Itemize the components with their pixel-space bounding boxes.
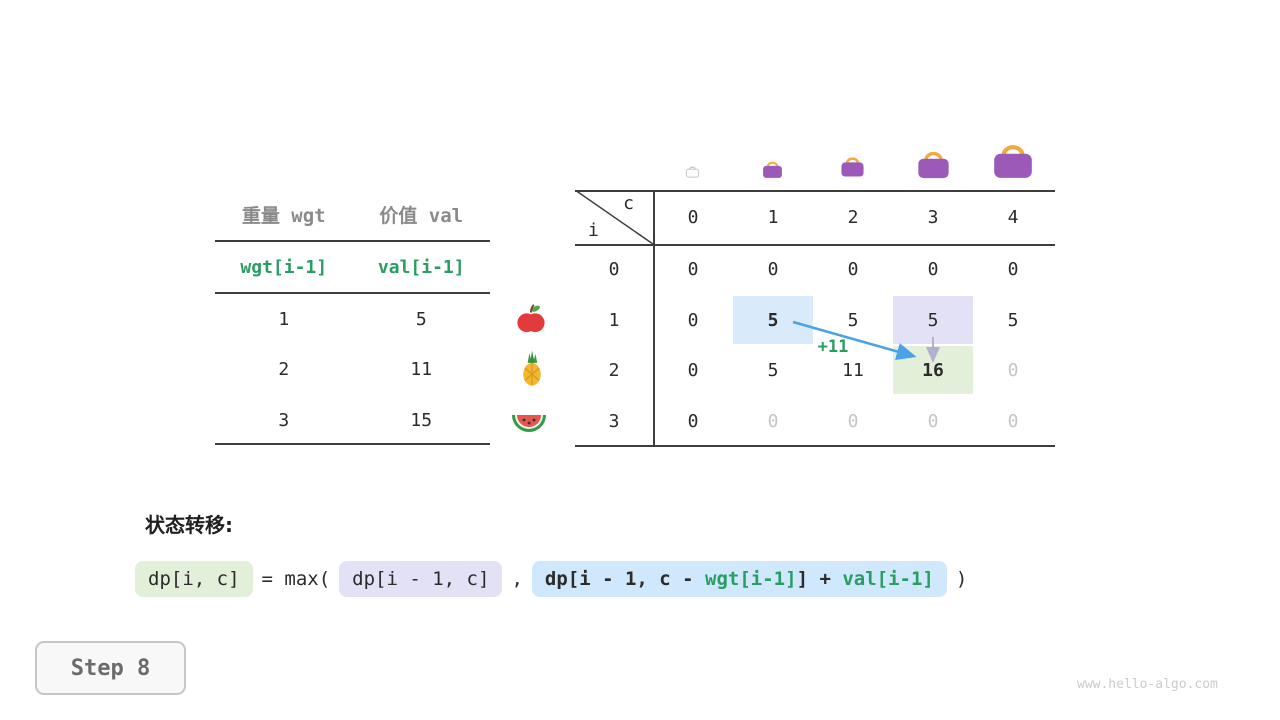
transition-formula: dp[i, c] = max( dp[i - 1, c] , dp[i - 1,… xyxy=(135,561,967,597)
dp-header-divider xyxy=(575,244,1055,246)
dp-cell: 0 xyxy=(767,258,779,280)
formula-arg2-val: val[i-1] xyxy=(842,568,934,590)
highlight-cell-source xyxy=(733,296,813,344)
dp-cell: 5 xyxy=(847,309,859,331)
items-table: 重量 wgt 价值 val wgt[i-1] val[i-1] 1 5 2 11… xyxy=(215,188,490,447)
item-wgt: 1 xyxy=(278,308,290,330)
step-indicator: Step 8 xyxy=(35,641,186,695)
formula-arg1: dp[i - 1, c] xyxy=(339,561,503,597)
corner-row-label: i xyxy=(588,220,599,241)
item-val: 11 xyxy=(410,359,433,380)
bag-medium-icon xyxy=(841,157,864,177)
dp-cell: 0 xyxy=(927,410,939,432)
arrow-source-to-current xyxy=(792,320,917,360)
dp-cell: 0 xyxy=(927,258,939,280)
formula-comma: , xyxy=(511,568,523,590)
items-data-row: 3 15 xyxy=(215,395,490,445)
dp-cell: 0 xyxy=(687,359,699,381)
transition-arrows xyxy=(792,320,940,363)
formula-arg2-prefix: dp[i - 1, c - xyxy=(544,568,706,590)
dp-cell: 0 xyxy=(767,410,779,432)
items-header-row: 重量 wgt 价值 val xyxy=(215,188,490,240)
formula-arg2-wgt: wgt[i-1] xyxy=(705,568,797,590)
formula-lhs: dp[i, c] xyxy=(135,561,253,597)
formula-close-paren: ) xyxy=(955,568,968,590)
step-label: Step 8 xyxy=(70,655,151,681)
items-divider-bottom xyxy=(215,443,490,445)
items-data-row: 1 5 xyxy=(215,294,490,344)
dp-row-header: 2 xyxy=(608,359,620,381)
dp-cell: 5 xyxy=(767,359,779,381)
dp-col-header: 4 xyxy=(1007,206,1019,228)
plus-value-annotation: +11 xyxy=(817,337,849,357)
dp-cell: 0 xyxy=(1007,258,1019,280)
dp-index-divider xyxy=(653,190,655,447)
dp-border-top xyxy=(575,190,1055,192)
highlight-cell-above xyxy=(893,296,973,344)
dp-row-header: 0 xyxy=(608,258,620,280)
item-wgt: 3 xyxy=(278,409,290,431)
items-formula-val: val[i-1] xyxy=(377,256,465,278)
formula-arg2-mid: ] + xyxy=(796,568,843,590)
item-val: 15 xyxy=(410,409,433,431)
item-wgt: 2 xyxy=(278,359,290,380)
corner-diagonal-line xyxy=(574,189,654,245)
dp-col-header: 0 xyxy=(687,206,699,228)
transition-section-label: 状态转移: xyxy=(145,513,233,537)
bag-large-icon xyxy=(918,151,949,179)
dp-cell-above: 5 xyxy=(927,309,939,331)
items-col-header-wgt: 重量 wgt xyxy=(241,204,326,227)
bag-empty-tiny-icon xyxy=(685,166,700,178)
dp-cell: 0 xyxy=(687,309,699,331)
dp-cell: 0 xyxy=(847,258,859,280)
pineapple-icon xyxy=(523,350,541,386)
dp-cell: 0 xyxy=(1007,410,1019,432)
dp-cell: 11 xyxy=(842,359,864,381)
dp-col-header: 1 xyxy=(767,206,779,228)
bag-xlarge-icon xyxy=(994,145,1032,178)
dp-cell: 0 xyxy=(1007,359,1019,381)
dp-table: i c 0 1 2 3 4 0 1 2 3 0 0 0 0 0 0 5 5 5 … xyxy=(574,189,1055,447)
items-formula-wgt: wgt[i-1] xyxy=(240,256,328,278)
dp-row-header: 3 xyxy=(608,410,620,432)
corner-col-label: c xyxy=(623,193,634,214)
watermark: www.hello-algo.com xyxy=(1077,677,1218,692)
items-divider-2 xyxy=(215,292,490,294)
items-col-header-val: 价值 val xyxy=(379,204,464,227)
dp-col-header: 3 xyxy=(927,206,939,228)
dp-cell: 0 xyxy=(687,410,699,432)
dp-cell: 0 xyxy=(847,410,859,432)
dp-border-bottom xyxy=(575,445,1055,447)
dp-col-header: 2 xyxy=(847,206,859,228)
items-divider-1 xyxy=(215,240,490,242)
formula-arg2: dp[i - 1, c - wgt[i-1]] + val[i-1] xyxy=(531,561,947,597)
watermelon-icon xyxy=(512,415,546,432)
dp-cell-current: 16 xyxy=(922,359,944,381)
apple-icon xyxy=(517,304,545,333)
item-val: 5 xyxy=(415,308,427,330)
dp-row-header: 1 xyxy=(608,309,620,331)
dp-corner-cell: i c xyxy=(574,189,654,245)
dp-cell: 5 xyxy=(1007,309,1019,331)
bag-small-icon xyxy=(763,161,782,178)
items-formula-row: wgt[i-1] val[i-1] xyxy=(215,242,490,292)
dp-cell-source: 5 xyxy=(767,309,779,331)
dp-cell: 0 xyxy=(687,258,699,280)
formula-eq-max: = max( xyxy=(261,568,331,590)
items-data-row: 2 11 xyxy=(215,344,490,395)
